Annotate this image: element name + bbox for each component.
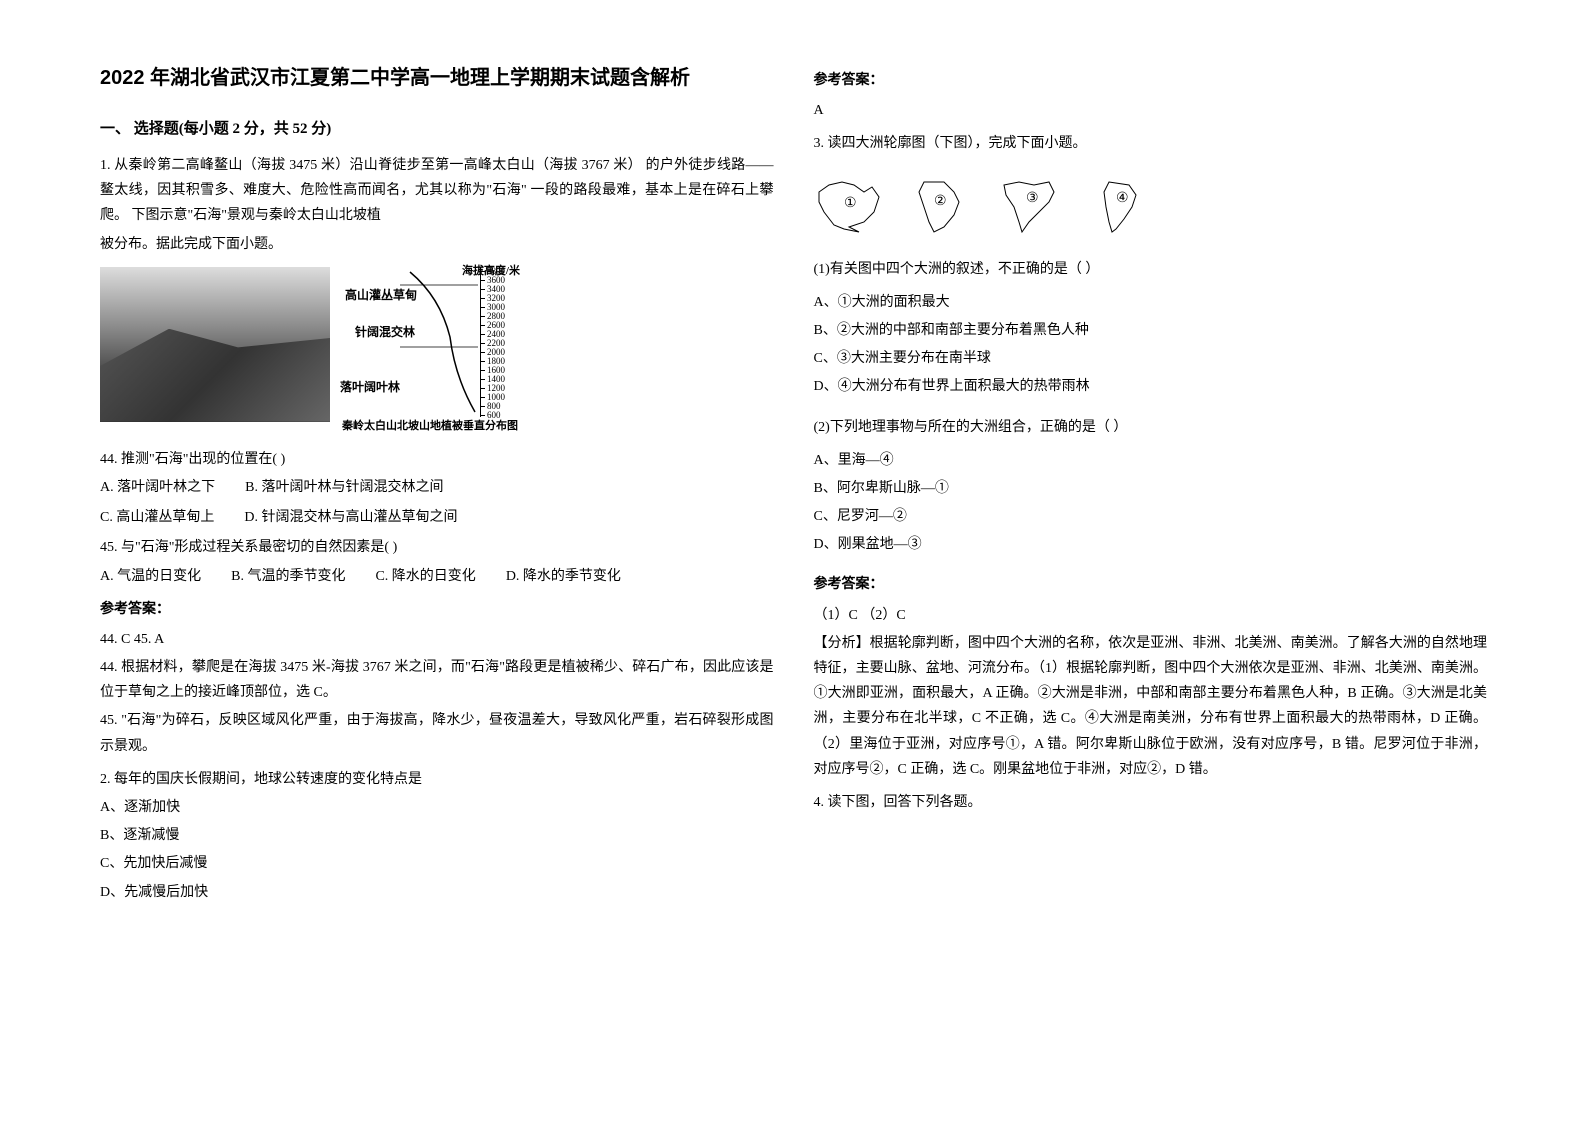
q45-options: A. 气温的日变化 B. 气温的季节变化 C. 降水的日变化 D. 降水的季节变… — [100, 564, 774, 589]
answer-44-45: 44. C 45. A — [100, 627, 774, 652]
q3-2-text: (2)下列地理事物与所在的大洲组合，正确的是（ ） — [814, 415, 1488, 440]
section-heading: 一、 选择题(每小题 2 分，共 52 分) — [100, 116, 774, 143]
mountain-photo — [100, 267, 330, 422]
right-column: 参考答案： A 3. 读四大洲轮廓图（下图），完成下面小题。 ① ② ③ — [794, 60, 1508, 1062]
answer-3: （1）C （2）C — [814, 603, 1488, 628]
svg-text:④: ④ — [1116, 191, 1129, 206]
q3-2-opt-b: B、阿尔卑斯山脉—① — [814, 476, 1488, 501]
q3-1-opt-a: A、①大洲的面积最大 — [814, 290, 1488, 315]
svg-text:②: ② — [934, 194, 947, 209]
answer-3-exp: 【分析】根据轮廓判断，图中四个大洲的名称，依次是亚洲、非洲、北美洲、南美洲。了解… — [814, 631, 1488, 782]
exam-title: 2022 年湖北省武汉市江夏第二中学高一地理上学期期末试题含解析 — [100, 60, 774, 96]
q44-options-ab: A. 落叶阔叶林之下 B. 落叶阔叶林与针阔混交林之间 — [100, 475, 774, 500]
continent-asia: ① — [814, 177, 884, 237]
q45-text: 45. 与"石海"形成过程关系最密切的自然因素是( ) — [100, 535, 774, 560]
q3-1-opt-c: C、③大洲主要分布在南半球 — [814, 346, 1488, 371]
q3-2-opt-a: A、里海—④ — [814, 448, 1488, 473]
q2-text: 2. 每年的国庆长假期间，地球公转速度的变化特点是 — [100, 767, 774, 792]
svg-text:③: ③ — [1026, 191, 1039, 206]
q3-2-opt-d: D、刚果盆地—③ — [814, 532, 1488, 557]
chart-caption: 秦岭太白山北坡山地植被垂直分布图 — [340, 417, 520, 437]
q3-1-opt-b: B、②大洲的中部和南部主要分布着黑色人种 — [814, 318, 1488, 343]
elevation-chart: 海拔高度/米 3800 3600 3400 3200 3000 2800 260… — [340, 267, 520, 437]
q44-options-cd: C. 高山灌丛草甸上 D. 针阔混交林与高山灌丛草甸之间 — [100, 505, 774, 530]
answer-heading-3: 参考答案： — [814, 572, 1488, 597]
q1-intro-1: 1. 从秦岭第二高峰鳌山（海拔 3475 米）沿山脊徒步至第一高峰太白山（海拔 … — [100, 153, 774, 229]
q3-1-opt-d: D、④大洲分布有世界上面积最大的热带雨林 — [814, 374, 1488, 399]
continents-figure: ① ② ③ ④ — [814, 167, 1488, 247]
q3-text: 3. 读四大洲轮廓图（下图），完成下面小题。 — [814, 131, 1488, 156]
left-column: 2022 年湖北省武汉市江夏第二中学高一地理上学期期末试题含解析 一、 选择题(… — [80, 60, 794, 1062]
continent-africa: ② — [904, 177, 974, 237]
answer-44-exp: 44. 根据材料，攀爬是在海拔 3475 米-海拔 3767 米之间，而"石海"… — [100, 655, 774, 705]
svg-text:①: ① — [844, 196, 857, 211]
continent-south-america: ④ — [1084, 177, 1154, 237]
q2-opt-d: D、先减慢后加快 — [100, 880, 774, 905]
answer-2: A — [814, 98, 1488, 123]
vegetation-curve — [400, 267, 480, 417]
q1-intro-2: 被分布。据此完成下面小题。 — [100, 232, 774, 257]
q3-2-opt-c: C、尼罗河—② — [814, 504, 1488, 529]
q2-opt-c: C、先加快后减慢 — [100, 851, 774, 876]
elevation-axis: 3800 3600 3400 3200 3000 2800 2600 2400 … — [480, 267, 520, 417]
answer-heading-1: 参考答案： — [100, 597, 774, 622]
answer-heading-2: 参考答案： — [814, 68, 1488, 93]
q4-text: 4. 读下图，回答下列各题。 — [814, 790, 1488, 815]
q2-opt-a: A、逐渐加快 — [100, 795, 774, 820]
continent-north-america: ③ — [994, 177, 1064, 237]
answer-45-exp: 45. "石海"为碎石，反映区域风化严重，由于海拔高，降水少，昼夜温差大，导致风… — [100, 708, 774, 758]
q44-text: 44. 推测"石海"出现的位置在( ) — [100, 447, 774, 472]
q2-opt-b: B、逐渐减慢 — [100, 823, 774, 848]
q3-1-text: (1)有关图中四个大洲的叙述，不正确的是（ ） — [814, 257, 1488, 282]
figure-stone-sea: 海拔高度/米 3800 3600 3400 3200 3000 2800 260… — [100, 267, 774, 437]
